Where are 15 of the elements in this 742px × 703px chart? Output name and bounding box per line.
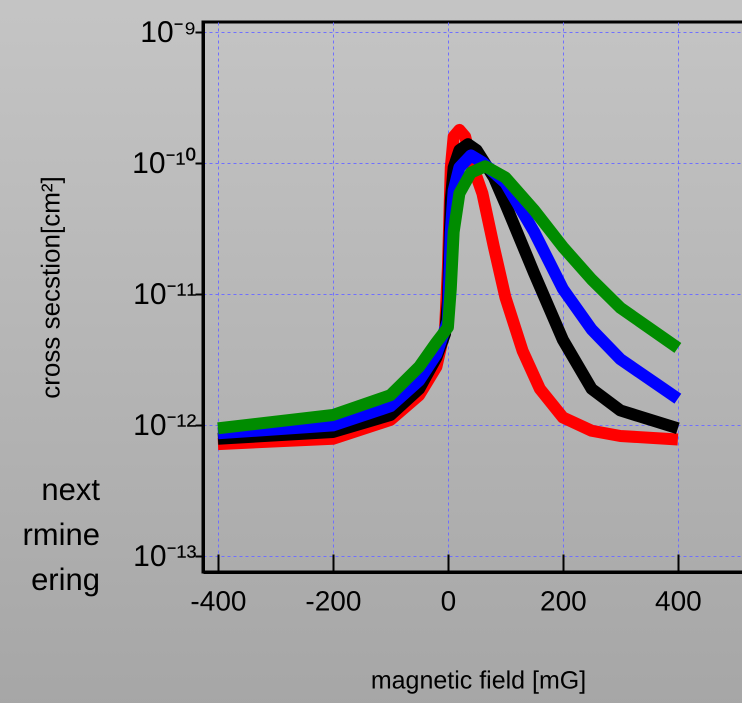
x-tick-label: -400	[190, 586, 246, 616]
y-tick-label: 10⁻¹³	[133, 540, 196, 573]
x-tick-label: 200	[540, 586, 587, 616]
text: ering	[31, 562, 100, 598]
y-tick-label: 10⁻¹¹	[133, 278, 196, 311]
x-tick-label: -200	[305, 586, 362, 616]
y-tick-label: 10⁻¹⁰	[132, 146, 196, 180]
text: rmine	[22, 517, 100, 553]
y-tick-label: 10⁻¹²	[133, 408, 196, 442]
x-tick-label: 400	[655, 586, 702, 616]
y-tick-label: 10⁻⁹	[140, 16, 196, 49]
x-axis-title: magnetic field [mG]	[370, 666, 586, 694]
x-tick-label: 0	[440, 586, 456, 616]
y-axis-title: cross secstion[cm²]	[36, 176, 66, 399]
text: next	[41, 472, 100, 508]
